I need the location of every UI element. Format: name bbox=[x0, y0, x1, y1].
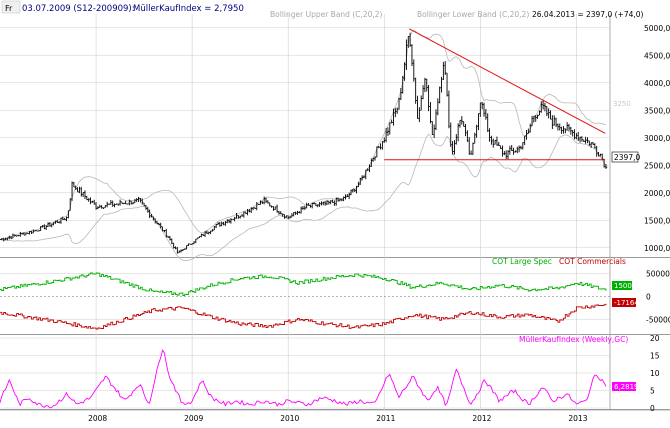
index-y-tick-label: 0 bbox=[650, 404, 655, 413]
legend-muellerkaufindex: MüllerKaufIndex (Weekly,GC) bbox=[519, 335, 628, 344]
y-tick-label: 3000,0 bbox=[644, 134, 670, 143]
menu-button[interactable] bbox=[1, 0, 21, 14]
index-y-tick-label: 5 bbox=[650, 387, 655, 396]
last-price-value: 2397,0 bbox=[614, 153, 640, 162]
last-commercials-badge bbox=[612, 298, 636, 307]
x-tick-label: 2012 bbox=[472, 414, 491, 423]
legend-cot-commercials: COT Commercials bbox=[559, 257, 626, 266]
cot-y-tick-label: 0 bbox=[646, 293, 651, 302]
y-tick-label: 2000,0 bbox=[644, 189, 670, 198]
legend-bollinger-lower: Bollinger Lower Band (C,20,2) bbox=[417, 10, 529, 19]
x-tick-label: 2013 bbox=[568, 414, 587, 423]
last-large-spec-badge bbox=[612, 281, 632, 290]
header-info: 03.07.2009 (S12-200909): bbox=[22, 4, 135, 14]
last-index-value: 6,2819 bbox=[614, 383, 639, 391]
x-tick-label: 2010 bbox=[280, 414, 299, 423]
x-tick-label: 2009 bbox=[184, 414, 203, 423]
cot-large-spec-line bbox=[0, 272, 607, 296]
price-annotation: 26.04.2013 = 2397,0 (+74,0) bbox=[532, 10, 644, 19]
last-large-spec-value: 15001 bbox=[614, 282, 636, 290]
index-y-tick-label: 10 bbox=[650, 369, 660, 378]
header-index-value: MüllerKaufIndex = 2,7950 bbox=[133, 4, 244, 14]
y-tick-label: 1000,0 bbox=[644, 244, 670, 253]
bollinger-lower-line bbox=[0, 133, 607, 262]
cot-y-tick-label: 50000 bbox=[646, 270, 670, 279]
legend-bollinger-upper: Bollinger Upper Band (C,20,2) bbox=[270, 10, 383, 19]
last-commercials-value: -17164 bbox=[614, 299, 639, 307]
y-tick-label: 4000,0 bbox=[644, 79, 670, 88]
index-y-tick-label: 15 bbox=[650, 352, 660, 361]
y-tick-label: 1500,0 bbox=[644, 216, 670, 225]
y-tick-label: 3500,0 bbox=[644, 106, 670, 115]
legend-cot-large-spec: COT Large Spec bbox=[492, 257, 552, 266]
index-y-tick-label: 20 bbox=[650, 334, 660, 343]
menu-label[interactable]: Fr bbox=[5, 4, 13, 13]
ghost-price-label: 3250 bbox=[613, 100, 631, 108]
y-tick-label: 4500,0 bbox=[644, 51, 670, 60]
cot-y-tick-label: -50000 bbox=[646, 315, 670, 324]
x-tick-label: 2011 bbox=[376, 414, 395, 423]
y-tick-label: 2500,0 bbox=[644, 161, 670, 170]
cot-commercials-line bbox=[0, 303, 607, 330]
x-tick-label: 2008 bbox=[88, 414, 107, 423]
last-index-badge bbox=[612, 382, 636, 391]
trendline bbox=[408, 28, 606, 134]
last-price-badge bbox=[611, 151, 639, 163]
muellerkaufindex-line bbox=[0, 348, 607, 409]
bollinger-upper-line bbox=[0, 29, 607, 240]
y-tick-label: 5000,0 bbox=[644, 24, 670, 33]
